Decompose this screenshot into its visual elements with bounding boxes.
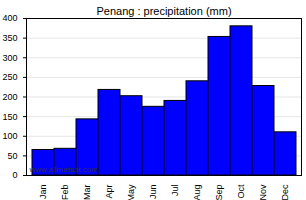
- svg-text:50: 50: [7, 151, 17, 161]
- svg-text:Aug: Aug: [192, 185, 202, 200]
- svg-text:0: 0: [12, 170, 17, 180]
- svg-text:Jun: Jun: [148, 185, 158, 200]
- svg-text:Dec: Dec: [280, 184, 290, 200]
- svg-text:Jul: Jul: [170, 185, 180, 197]
- svg-text:150: 150: [2, 112, 17, 122]
- svg-text:Jan: Jan: [38, 185, 48, 200]
- svg-text:Oct: Oct: [236, 184, 246, 199]
- svg-text:Apr: Apr: [104, 185, 114, 199]
- svg-text:250: 250: [2, 72, 17, 82]
- svg-text:Feb: Feb: [60, 185, 70, 200]
- svg-text:350: 350: [2, 33, 17, 43]
- svg-text:300: 300: [2, 53, 17, 63]
- svg-text:Penang : precipitation (mm): Penang : precipitation (mm): [96, 5, 231, 17]
- svg-text:www.allmetsat.com: www.allmetsat.com: [29, 165, 99, 174]
- svg-text:Mar: Mar: [82, 184, 92, 200]
- svg-text:May: May: [126, 184, 136, 200]
- svg-text:Sep: Sep: [214, 185, 224, 200]
- svg-text:Nov: Nov: [258, 184, 268, 200]
- svg-text:400: 400: [2, 13, 17, 23]
- svg-text:100: 100: [2, 131, 17, 141]
- svg-text:200: 200: [2, 92, 17, 102]
